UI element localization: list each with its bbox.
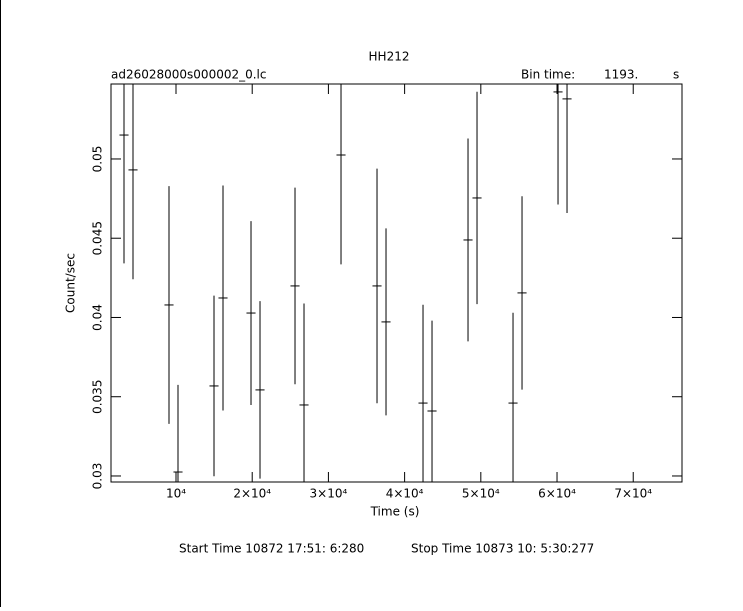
x-tick-label: 5×10⁴ — [462, 487, 500, 501]
y-tick-label: 0.05 — [91, 146, 105, 173]
file-name: ad26028000s000002_0.lc — [111, 68, 267, 82]
plot-area — [119, 84, 572, 482]
chart-title: HH212 — [369, 50, 410, 64]
x-tick-label: 3×10⁴ — [310, 487, 348, 501]
plot-frame — [110, 83, 683, 483]
x-tick-label: 2×10⁴ — [233, 487, 271, 501]
x-tick-label: 4×10⁴ — [386, 487, 424, 501]
start-time: Start Time 10872 17:51: 6:280 — [179, 542, 364, 556]
x-tick-label: 7×10⁴ — [614, 487, 652, 501]
y-tick-label: 0.04 — [91, 304, 105, 331]
x-axis-label: Time (s) — [370, 505, 420, 519]
y-axis-label: Count/sec — [64, 253, 78, 313]
bin-time-label: Bin time: — [521, 68, 575, 82]
bin-time-unit: s — [673, 68, 679, 82]
bin-time: 1193. — [604, 68, 638, 82]
y-tick-label: 0.035 — [91, 380, 105, 414]
x-tick-label: 10⁴ — [166, 487, 186, 501]
x-tick-label: 6×10⁴ — [538, 487, 576, 501]
y-tick-label: 0.03 — [91, 463, 105, 490]
stop-time: Stop Time 10873 10: 5:30:277 — [411, 542, 594, 556]
y-tick-label: 0.045 — [91, 221, 105, 255]
